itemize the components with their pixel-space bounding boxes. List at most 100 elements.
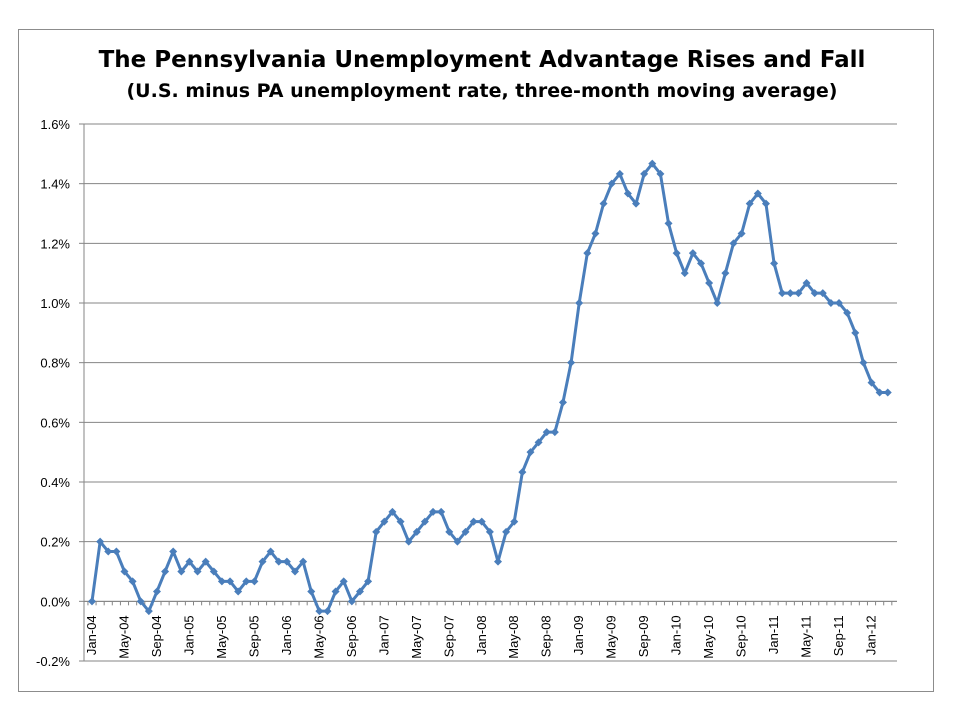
data-point — [161, 567, 170, 576]
data-point — [128, 577, 137, 586]
x-tick-label: Sep-05 — [246, 615, 261, 657]
data-point — [843, 308, 852, 317]
x-tick-label: Sep-04 — [149, 615, 164, 657]
data-point — [713, 299, 722, 307]
chart-frame — [18, 29, 934, 692]
x-tick-label: Jan-05 — [181, 615, 196, 655]
series — [88, 159, 892, 616]
data-point — [266, 547, 275, 556]
data-point — [96, 537, 105, 546]
x-tick-label: Jan-08 — [474, 615, 489, 655]
x-tick-label: Sep-09 — [636, 615, 651, 657]
data-point — [331, 587, 340, 596]
data-point — [826, 299, 835, 307]
data-point — [461, 527, 470, 536]
x-tick-label: Sep-08 — [539, 615, 554, 657]
x-axis-tick-labels: Jan-04 May-04 Sep-04 Jan-05 May-05 Sep-05 Jan-… — [84, 615, 879, 658]
data-point — [810, 289, 819, 298]
series-line — [90, 162, 888, 613]
data-point — [534, 438, 543, 447]
data-point — [412, 527, 421, 536]
x-tick-label: May-08 — [506, 615, 521, 658]
data-point — [494, 557, 502, 566]
data-point — [607, 179, 616, 188]
data-point — [583, 249, 592, 258]
data-point — [217, 577, 226, 586]
data-point — [250, 577, 259, 586]
gridlines — [79, 123, 897, 662]
data-point — [550, 428, 559, 437]
data-point — [201, 557, 210, 566]
x-tick-label: Jan-11 — [766, 615, 781, 654]
x-tick-label: May-10 — [701, 615, 716, 658]
data-point — [437, 507, 446, 516]
data-point — [104, 547, 113, 556]
data-point — [169, 547, 178, 556]
x-tick-label: Jan-12 — [864, 615, 879, 655]
data-point — [307, 587, 316, 596]
data-point — [226, 577, 235, 586]
data-point — [315, 607, 324, 616]
x-tick-label: May-04 — [116, 615, 131, 658]
data-point — [567, 358, 576, 367]
data-point — [859, 358, 868, 367]
data-point — [152, 587, 161, 596]
data-point — [282, 557, 291, 566]
x-tick-label: May-09 — [604, 615, 619, 658]
data-point — [518, 468, 527, 477]
data-point — [680, 269, 689, 278]
data-point — [705, 279, 714, 288]
data-point — [274, 557, 283, 566]
x-tick-label: May-06 — [311, 615, 326, 658]
data-point — [615, 169, 624, 178]
x-tick-label: May-11 — [799, 615, 814, 657]
y-tick-label: 0.8% — [40, 356, 70, 371]
chart-title: The Pennsylvania Unemployment Advantage … — [99, 47, 866, 73]
x-tick-label: Sep-07 — [441, 615, 456, 657]
data-point — [818, 289, 827, 298]
data-point — [510, 517, 519, 526]
data-point — [648, 159, 657, 168]
y-tick-label: 1.6% — [40, 117, 70, 132]
data-point — [623, 189, 632, 198]
data-point — [640, 169, 649, 178]
data-point — [136, 597, 145, 606]
data-point — [558, 398, 567, 407]
data-point — [599, 199, 608, 208]
data-point — [761, 199, 770, 208]
data-point — [372, 527, 381, 536]
y-axis-tick-labels: -0.2% 0.0% 0.2% 0.4% 0.6% 0.8% 1.0% 1.2% 1.4% 1.6… — [36, 117, 70, 669]
data-point — [575, 299, 584, 307]
data-point — [339, 577, 348, 586]
data-point — [591, 229, 600, 238]
data-point — [347, 597, 356, 606]
data-point — [112, 547, 121, 556]
data-point — [526, 448, 535, 457]
y-tick-label: -0.2% — [36, 654, 70, 669]
data-point — [875, 388, 884, 397]
y-tick-label: 0.0% — [40, 594, 70, 609]
data-point — [632, 199, 641, 208]
data-point — [835, 299, 844, 307]
data-point — [291, 567, 299, 576]
x-tick-label: May-07 — [409, 615, 424, 658]
data-point — [388, 507, 397, 516]
data-point — [697, 259, 705, 268]
data-point — [469, 517, 478, 526]
data-point — [753, 189, 762, 198]
data-point — [299, 557, 308, 566]
data-point — [502, 527, 511, 536]
x-tick-label: Jan-10 — [669, 615, 684, 655]
data-point — [542, 428, 551, 437]
chart-subtitle: (U.S. minus PA unemployment rate, three-… — [126, 80, 837, 102]
data-point — [453, 537, 462, 546]
x-tick-label: Sep-10 — [734, 615, 749, 657]
data-point — [745, 199, 754, 208]
data-point — [477, 517, 486, 526]
x-tick-label: Jan-09 — [571, 615, 586, 655]
data-point — [867, 378, 876, 387]
data-point — [364, 577, 373, 586]
y-tick-label: 1.4% — [40, 177, 70, 192]
data-point — [656, 169, 665, 178]
